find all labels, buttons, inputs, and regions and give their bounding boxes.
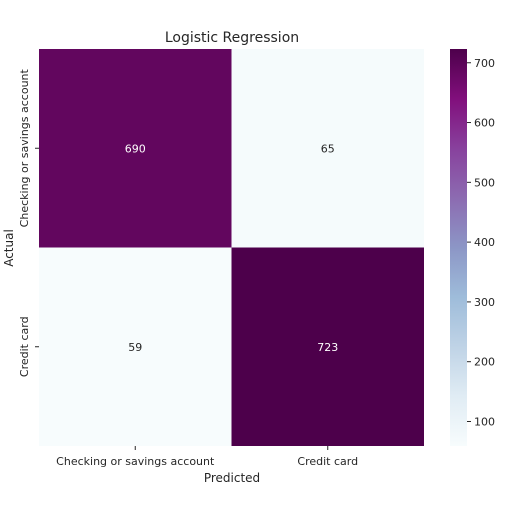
colorbar-tick-label: 100 [474, 415, 495, 428]
heatmap-cells: 690 65 59 723 [39, 49, 424, 446]
heatmap-cell [39, 247, 232, 446]
y-tick-label: Checking or savings account [18, 68, 31, 227]
cell-value-label: 65 [321, 142, 335, 155]
cell-value-label: 690 [125, 142, 146, 155]
heatmap-cell [231, 247, 424, 446]
heatmap-cell [39, 49, 232, 248]
colorbar [450, 49, 467, 446]
y-axis-label: Actual [2, 229, 16, 267]
x-tick-label: Checking or savings account [56, 455, 215, 468]
cell-value-label: 59 [128, 341, 142, 354]
colorbar-tick-label: 400 [474, 236, 495, 249]
cell-value-label: 723 [317, 341, 338, 354]
colorbar-tick-label: 600 [474, 117, 495, 130]
heatmap-cell [231, 49, 424, 248]
chart-title: Logistic Regression [165, 30, 299, 46]
colorbar-tick-label: 300 [474, 296, 495, 309]
colorbar-tick-label: 700 [474, 57, 495, 70]
colorbar-tick-label: 200 [474, 356, 495, 369]
x-axis-label: Predicted [204, 471, 260, 485]
colorbar-tick-label: 500 [474, 176, 495, 189]
y-tick-label: Credit card [18, 316, 31, 377]
axis-ticks: Checking or savings account Credit card Ch… [18, 68, 358, 468]
x-tick-label: Credit card [297, 455, 358, 468]
colorbar-ticks: 100 200 300 400 500 600 700 [467, 57, 495, 428]
